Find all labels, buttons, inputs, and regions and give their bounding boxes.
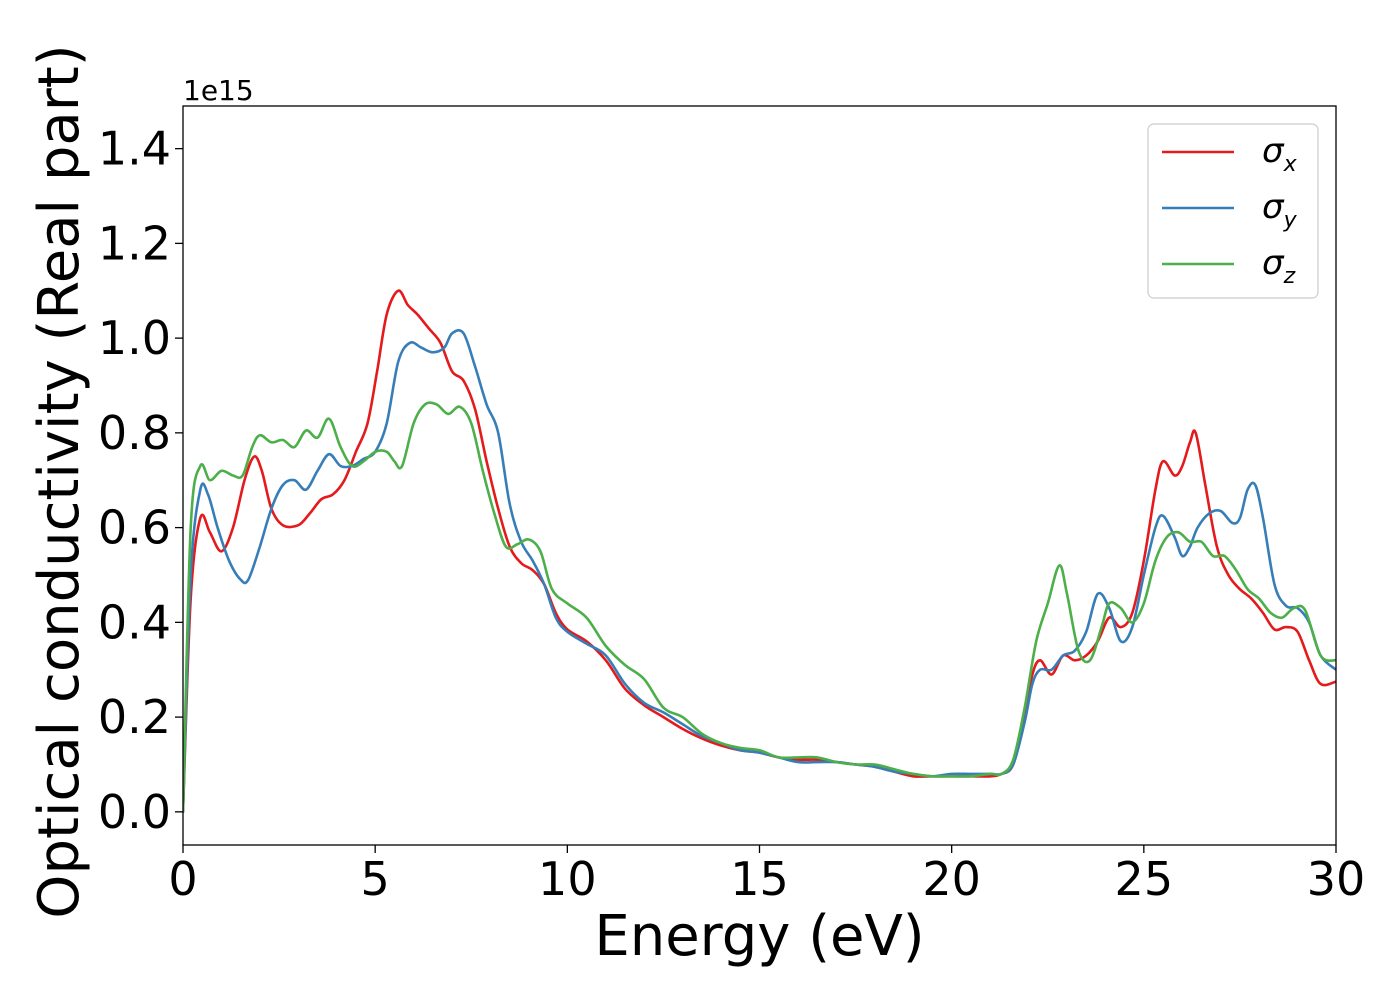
y-tick-label: 0.4 — [98, 595, 171, 649]
legend-subscript: y — [1283, 208, 1298, 233]
y-axis-title: Optical conductivity (Real part) — [27, 44, 92, 918]
legend-box — [1147, 123, 1319, 299]
legend-subscript: x — [1283, 152, 1298, 177]
x-tick-label: 5 — [361, 852, 390, 906]
x-tick-label: 0 — [168, 852, 197, 906]
y-tick-label: 1.2 — [98, 216, 171, 270]
y-tick-label: 0.2 — [98, 690, 171, 744]
y-tick-label: 1.4 — [98, 122, 171, 176]
legend-symbol: σ — [1262, 187, 1285, 227]
x-axis-title: Energy (eV) — [594, 904, 924, 969]
series-line-z — [183, 401, 1336, 814]
y-axis: 0.0 0.2 0.4 0.6 0.8 1.0 1.2 1.4 — [98, 122, 183, 839]
x-axis: 0 5 10 15 20 25 30 — [168, 845, 1365, 906]
legend-symbol: σ — [1262, 243, 1285, 283]
x-tick-label: 30 — [1307, 852, 1366, 906]
x-tick-label: 10 — [538, 852, 597, 906]
legend-label-x: σx — [1262, 131, 1298, 177]
x-tick-label: 25 — [1115, 852, 1174, 906]
legend-label-z: σz — [1262, 243, 1296, 289]
y-tick-label: 0.6 — [98, 501, 171, 555]
x-tick-label: 20 — [922, 852, 981, 906]
x-tick-label: 15 — [730, 852, 789, 906]
series-line-y — [183, 329, 1336, 814]
y-axis-offset-text: 1e15 — [183, 74, 254, 107]
y-tick-label: 0.0 — [98, 785, 171, 839]
plot-lines — [183, 289, 1336, 814]
legend-subscript: z — [1283, 264, 1296, 289]
legend-symbol: σ — [1262, 131, 1285, 171]
legend-label-y: σy — [1262, 187, 1298, 233]
y-tick-label: 1.0 — [98, 311, 171, 365]
y-tick-label: 0.8 — [98, 406, 171, 460]
